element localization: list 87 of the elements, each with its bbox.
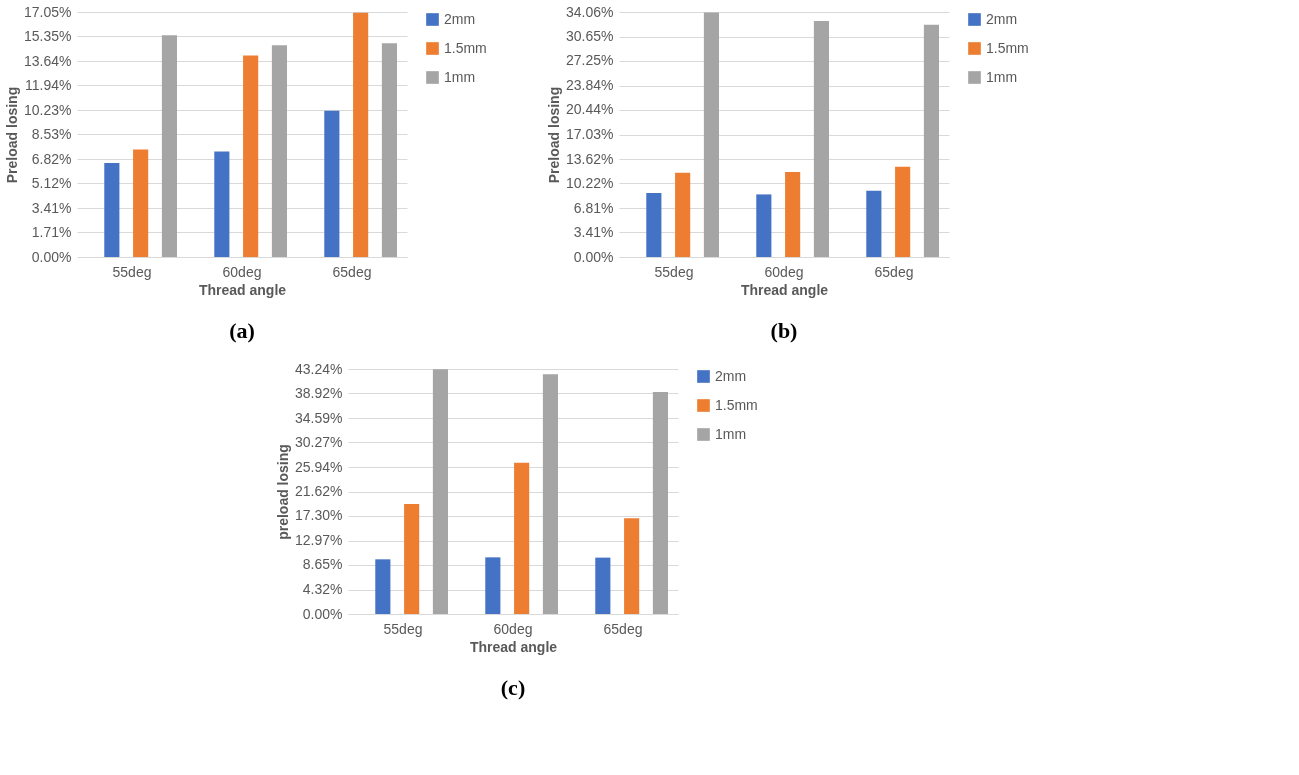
y-tick-label: 10.22% — [566, 174, 614, 191]
y-tick-label: 23.84% — [566, 77, 614, 94]
legend-label: 1mm — [986, 68, 1018, 85]
bar — [432, 369, 448, 614]
bar — [785, 172, 801, 257]
bar — [375, 559, 391, 614]
y-tick-label: 3.41% — [573, 223, 614, 240]
bar — [624, 518, 640, 614]
x-tick-label: 55deg — [654, 263, 694, 280]
bar — [866, 190, 882, 257]
x-axis-title: Thread angle — [740, 281, 829, 298]
x-tick-label: 60deg — [222, 263, 262, 280]
y-tick-label: 0.00% — [302, 605, 343, 622]
legend-label: 2mm — [986, 10, 1018, 27]
bar — [923, 24, 939, 257]
x-tick-label: 65deg — [874, 263, 914, 280]
y-tick-label: 21.62% — [295, 483, 343, 499]
y-tick-label: 4.32% — [302, 581, 343, 598]
legend-label: 2mm — [444, 10, 476, 27]
y-axis-title: preload losing — [275, 444, 292, 540]
bar — [646, 192, 662, 257]
bar — [104, 162, 120, 257]
y-tick-label: 13.64% — [24, 52, 72, 69]
y-tick-label: 38.92% — [295, 384, 343, 401]
bar — [542, 374, 558, 614]
y-tick-label: 11.94% — [25, 76, 72, 93]
y-tick-label: 43.24% — [295, 360, 343, 377]
x-tick-label: 60deg — [493, 620, 533, 637]
bar — [595, 557, 611, 614]
bar — [404, 504, 420, 614]
text: (a) — [229, 318, 255, 343]
bar — [133, 149, 149, 257]
y-tick-label: 20.44% — [566, 101, 614, 118]
bar — [214, 151, 230, 257]
y-tick-label: 5.12% — [31, 174, 72, 191]
bar — [381, 43, 397, 257]
bar — [652, 391, 668, 614]
bar — [675, 172, 691, 257]
y-tick-label: 30.65% — [566, 28, 614, 45]
x-axis-title: Thread angle — [198, 281, 287, 298]
legend-label: 1mm — [715, 425, 747, 442]
y-tick-label: 30.27% — [295, 433, 343, 450]
y-tick-label: 6.82% — [31, 150, 72, 167]
y-tick-label: 8.53% — [31, 125, 72, 142]
x-tick-label: 55deg — [383, 620, 423, 637]
bar — [324, 110, 340, 257]
y-tick-label: 17.05% — [24, 3, 72, 20]
text: (b) — [770, 318, 798, 343]
bar — [756, 194, 772, 257]
legend-label: 1.5mm — [715, 396, 758, 413]
bar — [271, 45, 287, 257]
bar — [895, 166, 911, 257]
x-tick-label: 60deg — [764, 263, 804, 280]
y-tick-label: 6.81% — [573, 199, 614, 216]
y-tick-label: 25.94% — [295, 458, 343, 475]
y-tick-label: 17.30% — [295, 507, 343, 524]
legend-label: 1.5mm — [986, 39, 1029, 56]
y-tick-label: 17.03% — [566, 126, 614, 142]
y-tick-label: 0.00% — [573, 248, 614, 265]
bar — [243, 55, 259, 257]
y-tick-label: 27.25% — [566, 52, 614, 69]
bar — [703, 12, 719, 257]
y-tick-label: 0.00% — [31, 248, 72, 265]
y-tick-label: 34.06% — [566, 3, 614, 20]
x-tick-label: 65deg — [332, 263, 372, 280]
legend-label: 1.5mm — [444, 39, 487, 56]
text: (c) — [500, 675, 526, 700]
bar — [813, 21, 829, 257]
legend-label: 2mm — [715, 367, 747, 384]
bar — [353, 12, 369, 257]
y-tick-label: 34.59% — [295, 409, 343, 426]
x-tick-label: 65deg — [603, 620, 643, 637]
x-tick-label: 55deg — [112, 263, 152, 280]
y-tick-label: 10.23% — [24, 101, 72, 118]
y-tick-label: 3.41% — [31, 199, 72, 216]
y-axis-title: Preload losing — [4, 86, 21, 184]
y-tick-label: 12.97% — [295, 532, 343, 549]
x-axis-title: Thread angle — [469, 638, 558, 655]
y-tick-label: 13.62% — [566, 150, 614, 167]
bar — [161, 35, 177, 257]
y-axis-title: Preload losing — [546, 86, 563, 184]
y-tick-label: 1.71% — [31, 223, 72, 240]
bar — [514, 462, 530, 614]
y-tick-label: 15.35% — [24, 27, 72, 44]
bar — [485, 557, 501, 614]
y-tick-label: 8.65% — [302, 556, 343, 573]
legend-label: 1mm — [444, 68, 476, 85]
